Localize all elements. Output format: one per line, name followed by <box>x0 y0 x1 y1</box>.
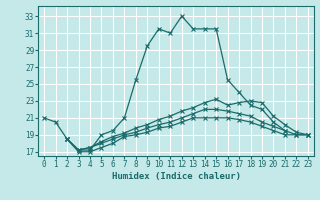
X-axis label: Humidex (Indice chaleur): Humidex (Indice chaleur) <box>111 172 241 181</box>
